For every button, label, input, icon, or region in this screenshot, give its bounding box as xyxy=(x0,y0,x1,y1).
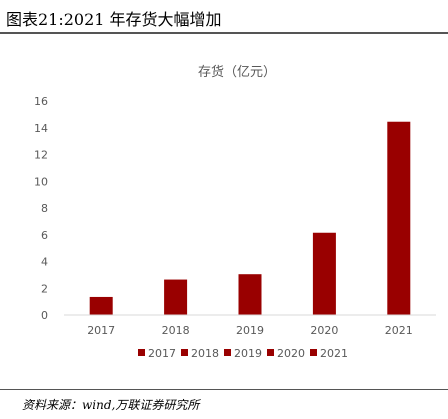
legend-label: 2019 xyxy=(234,347,262,360)
x-axis: 2017 2018 2019 2020 2021 xyxy=(64,314,436,337)
bar-2021 xyxy=(387,121,411,315)
figure-caption: 图表21:2021 年存货大幅增加 xyxy=(6,10,222,29)
y-axis: 0 2 4 6 8 10 12 14 16 xyxy=(34,95,48,322)
y-tick-label: 10 xyxy=(34,175,48,188)
bar-2019 xyxy=(238,274,262,315)
legend-label: 2017 xyxy=(148,347,176,360)
bar-2017 xyxy=(89,296,113,315)
legend-item: 2019 xyxy=(224,347,262,360)
legend-label: 2018 xyxy=(191,347,219,360)
legend-swatch xyxy=(138,349,145,356)
top-divider xyxy=(0,32,448,34)
chart-legend: 2017 2018 2019 2020 2021 xyxy=(138,347,348,360)
legend-label: 2020 xyxy=(277,347,305,360)
bar-2020 xyxy=(312,232,336,315)
y-tick-label: 6 xyxy=(41,229,48,242)
legend-label: 2021 xyxy=(320,347,348,360)
y-tick-label: 0 xyxy=(41,309,48,322)
chart-title: 存货（亿元） xyxy=(198,64,276,80)
legend-swatch xyxy=(181,349,188,356)
x-tick-label: 2020 xyxy=(310,324,338,337)
x-tick-label: 2021 xyxy=(385,324,413,337)
y-tick-label: 2 xyxy=(41,282,48,295)
legend-item: 2021 xyxy=(310,347,348,360)
y-tick-label: 4 xyxy=(41,256,48,269)
bar-2018 xyxy=(164,279,188,315)
x-tick-label: 2018 xyxy=(162,324,190,337)
legend-swatch xyxy=(310,349,317,356)
x-tick-label: 2017 xyxy=(87,324,115,337)
legend-item: 2017 xyxy=(138,347,176,360)
legend-item: 2020 xyxy=(267,347,305,360)
bar-series xyxy=(89,121,411,315)
x-tick-label: 2019 xyxy=(236,324,264,337)
legend-swatch xyxy=(224,349,231,356)
bottom-divider xyxy=(0,389,448,390)
legend-item: 2018 xyxy=(181,347,219,360)
inventory-bar-chart: 存货（亿元） 0 2 4 6 8 10 12 14 16 2017 2018 2019 2020 202… xyxy=(34,64,436,360)
y-tick-label: 14 xyxy=(34,122,48,135)
source-note: 资料来源：wind,万联证券研究所 xyxy=(22,398,200,412)
legend-swatch xyxy=(267,349,274,356)
y-tick-label: 12 xyxy=(34,149,48,162)
y-tick-label: 16 xyxy=(34,95,48,108)
y-tick-label: 8 xyxy=(41,202,48,215)
